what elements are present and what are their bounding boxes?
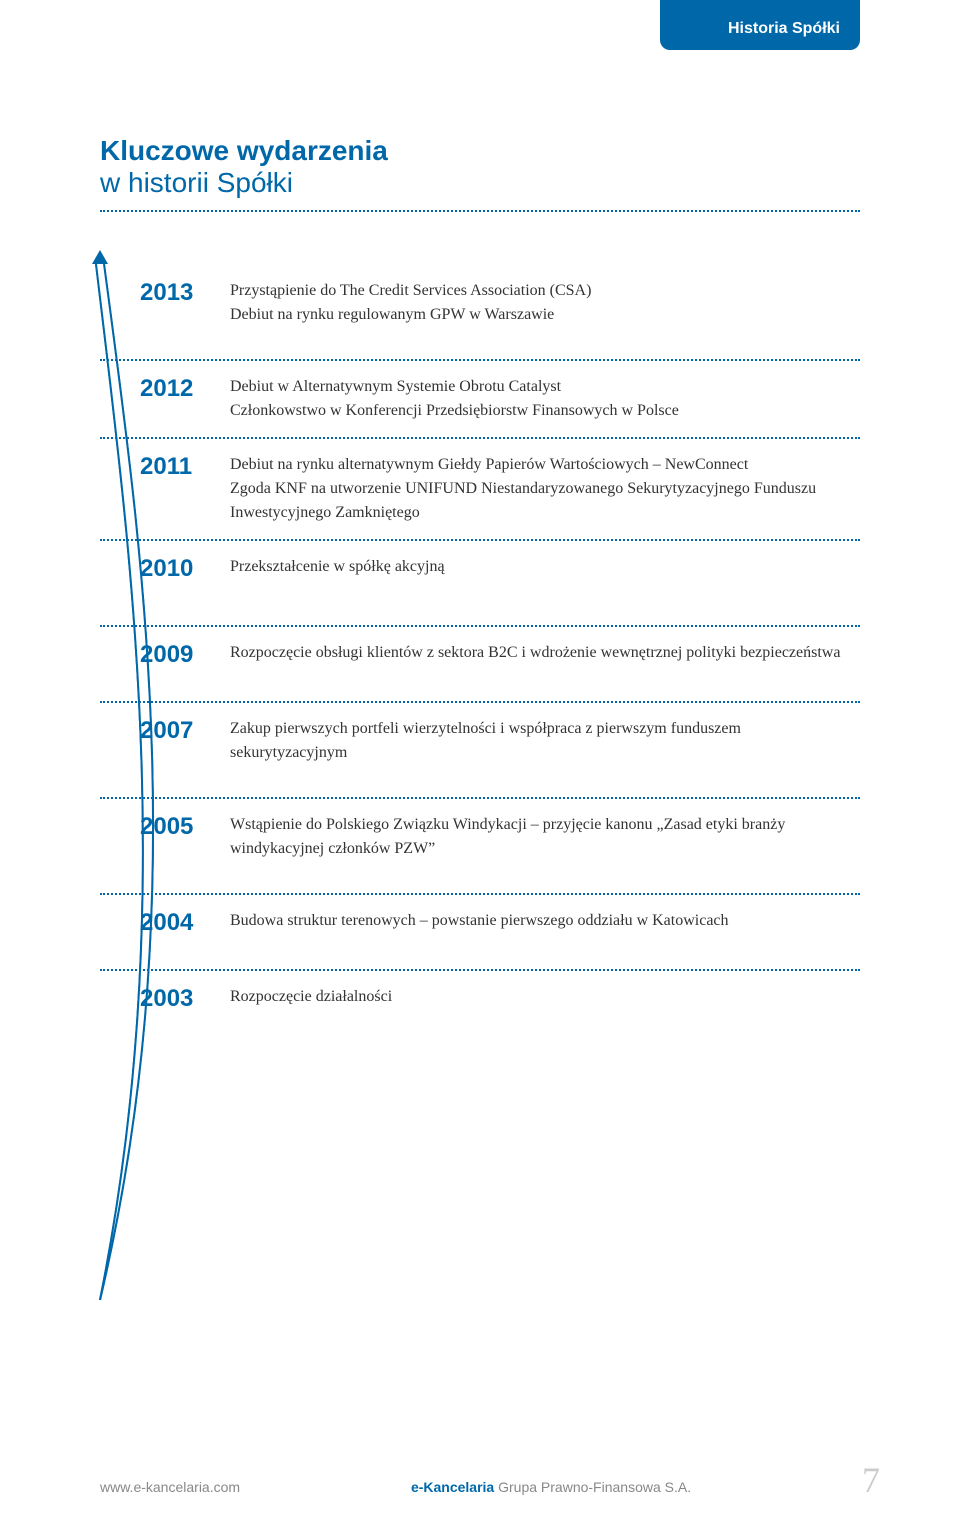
timeline-year: 2011 bbox=[100, 453, 230, 481]
timeline-row: 2005 Wstąpienie do Polskiego Związku Win… bbox=[100, 799, 860, 875]
timeline-year: 2013 bbox=[100, 279, 230, 307]
timeline-desc: Przystąpienie do The Credit Services Ass… bbox=[230, 279, 860, 327]
timeline-desc: Przekształcenie w spółkę akcyjną bbox=[230, 555, 860, 579]
timeline-row: 2004 Budowa struktur terenowych – powsta… bbox=[100, 895, 860, 951]
timeline-row: 2003 Rozpoczęcie działalności bbox=[100, 971, 860, 1027]
timeline-desc: Rozpoczęcie działalności bbox=[230, 985, 860, 1009]
timeline-year: 2007 bbox=[100, 717, 230, 745]
timeline-row: 2011 Debiut na rynku alternatywnym Giełd… bbox=[100, 439, 860, 539]
footer-brand-name: e-Kancelaria bbox=[411, 1479, 494, 1495]
page-footer: www.e-kancelaria.com e-Kancelaria Grupa … bbox=[100, 1459, 880, 1501]
timeline-year: 2004 bbox=[100, 909, 230, 937]
timeline-row: 2013 Przystąpienie do The Credit Service… bbox=[100, 265, 860, 341]
heading-line-2: w historii Spółki bbox=[100, 167, 388, 199]
heading-line-1: Kluczowe wydarzenia bbox=[100, 135, 388, 167]
timeline-row: 2009 Rozpoczęcie obsługi klientów z sekt… bbox=[100, 627, 860, 683]
section-tab: Historia Spółki bbox=[660, 0, 860, 50]
timeline-row: 2010 Przekształcenie w spółkę akcyjną bbox=[100, 541, 860, 597]
timeline-desc: Wstąpienie do Polskiego Związku Windykac… bbox=[230, 813, 860, 861]
timeline-row: 2012 Debiut w Alternatywnym Systemie Obr… bbox=[100, 361, 860, 437]
footer-url: www.e-kancelaria.com bbox=[100, 1479, 240, 1495]
page-number: 7 bbox=[862, 1459, 880, 1501]
timeline-year: 2010 bbox=[100, 555, 230, 583]
timeline-desc: Rozpoczęcie obsługi klientów z sektora B… bbox=[230, 641, 860, 665]
timeline-desc: Debiut w Alternatywnym Systemie Obrotu C… bbox=[230, 375, 860, 423]
timeline: 2013 Przystąpienie do The Credit Service… bbox=[100, 265, 860, 1027]
heading-divider bbox=[100, 210, 860, 212]
timeline-desc: Zakup pierwszych portfeli wierzytelności… bbox=[230, 717, 860, 765]
timeline-desc: Budowa struktur terenowych – powstanie p… bbox=[230, 909, 860, 933]
page-heading: Kluczowe wydarzenia w historii Spółki bbox=[100, 135, 388, 199]
timeline-year: 2005 bbox=[100, 813, 230, 841]
timeline-desc: Debiut na rynku alternatywnym Giełdy Pap… bbox=[230, 453, 860, 525]
timeline-year: 2003 bbox=[100, 985, 230, 1013]
footer-brand-suffix: Grupa Prawno-Finansowa S.A. bbox=[494, 1479, 691, 1495]
footer-brand: e-Kancelaria Grupa Prawno-Finansowa S.A. bbox=[411, 1479, 691, 1495]
section-tab-label: Historia Spółki bbox=[728, 20, 840, 38]
timeline-row: 2007 Zakup pierwszych portfeli wierzytel… bbox=[100, 703, 860, 779]
timeline-year: 2009 bbox=[100, 641, 230, 669]
timeline-year: 2012 bbox=[100, 375, 230, 403]
